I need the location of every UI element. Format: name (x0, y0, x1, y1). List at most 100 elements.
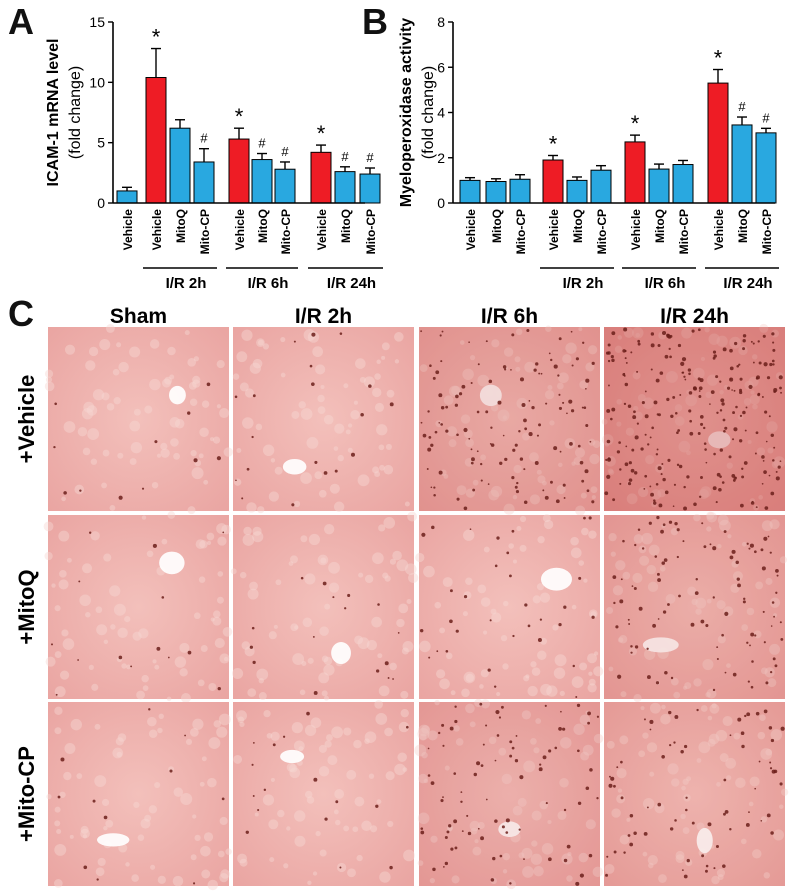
cell-texture (213, 610, 221, 618)
significance-star: * (549, 131, 558, 156)
cell-texture (249, 362, 261, 374)
neutrophil-dot (634, 435, 639, 440)
neutrophil-dot (485, 724, 488, 727)
neutrophil-dot (661, 463, 664, 465)
neutrophil-dot (739, 390, 743, 395)
cell-texture (363, 376, 375, 388)
neutrophil-dot (647, 675, 651, 680)
cell-texture (781, 788, 789, 796)
tissue-background (604, 515, 785, 699)
blood-vessel (540, 567, 572, 591)
cell-texture (346, 769, 357, 780)
cell-texture (439, 627, 446, 634)
cell-texture (54, 879, 63, 888)
cell-texture (200, 644, 208, 652)
cell-texture (578, 852, 589, 863)
cell-texture (756, 447, 766, 456)
cell-texture (480, 669, 489, 678)
neutrophil-dot (719, 380, 722, 383)
x-tick-label: Mito-CP (279, 209, 293, 254)
neutrophil-dot (772, 341, 775, 344)
neutrophil-dot (623, 851, 626, 854)
cell-texture (242, 534, 255, 546)
cell-texture (450, 690, 456, 696)
neutrophil-dot (589, 440, 592, 443)
neutrophil-dot (54, 402, 57, 406)
neutrophil-dot (368, 384, 372, 388)
neutrophil-dot (673, 483, 677, 486)
neutrophil-dot (680, 361, 685, 366)
neutrophil-dot (252, 741, 255, 744)
neutrophil-dot (63, 491, 67, 495)
neutrophil-dot (749, 543, 754, 548)
cell-texture (695, 597, 707, 609)
neutrophil-dot (668, 710, 672, 715)
cell-texture (103, 639, 109, 645)
cell-texture (508, 543, 514, 549)
cell-texture (385, 443, 392, 450)
neutrophil-dot (770, 433, 775, 438)
cell-texture (206, 540, 212, 546)
neutrophil-dot (756, 375, 760, 380)
cell-texture (533, 865, 544, 877)
cell-texture (82, 447, 91, 456)
cell-texture (257, 339, 264, 346)
neutrophil-dot (775, 476, 780, 481)
neutrophil-dot (742, 339, 746, 343)
cell-texture (681, 785, 686, 791)
cell-texture (779, 804, 784, 809)
neutrophil-dot (695, 577, 698, 581)
neutrophil-dot (339, 332, 343, 335)
cell-texture (582, 744, 594, 756)
cell-texture (321, 655, 329, 663)
cell-texture (90, 531, 100, 541)
neutrophil-dot (607, 457, 611, 460)
neutrophil-dot (461, 384, 466, 389)
cell-texture (396, 618, 405, 628)
neutrophil-dot (752, 361, 755, 364)
cell-texture (256, 668, 269, 681)
neutrophil-dot (470, 448, 473, 451)
significance-hash: # (341, 149, 349, 164)
neutrophil-dot (438, 421, 441, 424)
neutrophil-dot (653, 499, 656, 502)
cell-texture (74, 484, 85, 495)
cell-texture (593, 651, 599, 656)
cell-texture (683, 685, 688, 690)
cell-texture (129, 458, 137, 466)
neutrophil-dot (206, 382, 211, 387)
neutrophil-dot (760, 819, 763, 822)
cell-texture (352, 826, 359, 833)
cell-texture (203, 479, 209, 485)
cell-texture (400, 690, 409, 699)
micrograph-tile (414, 698, 604, 890)
cell-texture (247, 588, 259, 600)
neutrophil-dot (738, 363, 741, 366)
cell-texture (236, 351, 248, 363)
neutrophil-dot (680, 750, 684, 754)
neutrophil-dot (739, 414, 743, 417)
cell-texture (56, 828, 62, 835)
cell-texture (370, 825, 378, 833)
cell-texture (719, 753, 729, 762)
neutrophil-dot (566, 844, 571, 849)
neutrophil-dot (511, 476, 515, 480)
cell-texture (105, 324, 115, 333)
neutrophil-dot (655, 453, 659, 456)
tissue-background (233, 327, 414, 511)
neutrophil-dot (444, 835, 448, 839)
neutrophil-dot (683, 506, 688, 511)
neutrophil-dot (740, 731, 745, 735)
x-tick-label: MitoQ (653, 209, 667, 243)
neutrophil-dot (733, 427, 738, 432)
cell-texture (758, 495, 763, 500)
cell-texture (700, 705, 708, 712)
y-tick-label: 0 (97, 195, 105, 211)
neutrophil-dot (616, 766, 619, 769)
cell-texture (54, 843, 67, 856)
cell-texture (491, 612, 502, 623)
cell-texture (559, 690, 565, 696)
cell-texture (705, 692, 711, 698)
cell-texture (149, 339, 160, 349)
